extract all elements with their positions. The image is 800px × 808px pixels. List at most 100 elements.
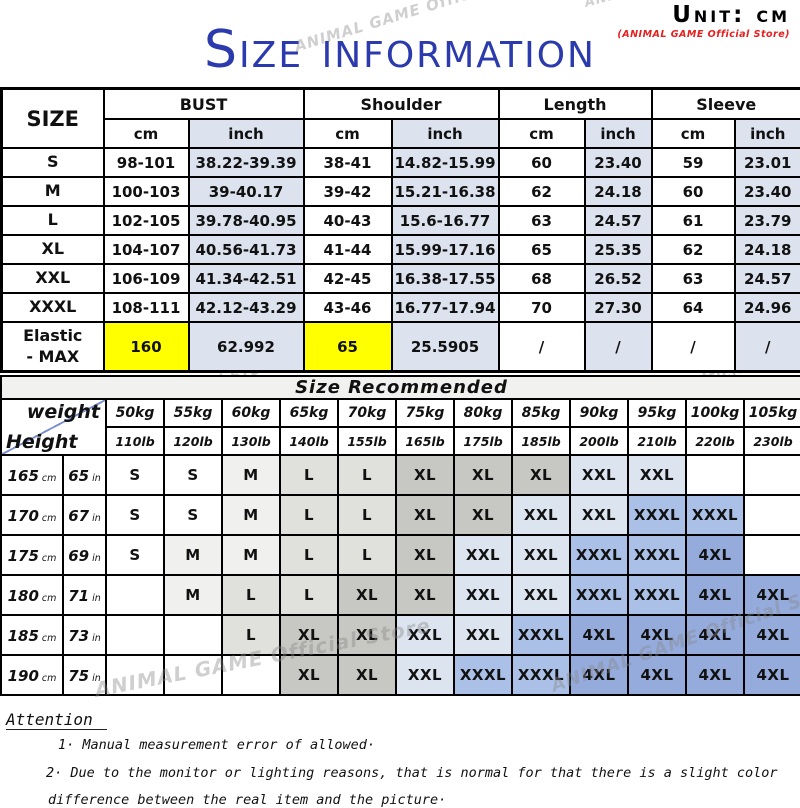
size-label: L: [2, 206, 104, 235]
measurement-cell: 62: [499, 177, 585, 206]
measurement-cell: 43-46: [304, 293, 392, 322]
unit-inch-header: inch: [585, 119, 652, 148]
recommended-size-cell: 4XL: [686, 535, 744, 575]
height-unit: cm: [42, 593, 56, 604]
recommended-size-cell: [744, 455, 800, 495]
measurement-cell: 38-41: [304, 148, 392, 177]
measurement-cell: 27.30: [585, 293, 652, 322]
measurement-cell: 15.99-17.16: [392, 235, 499, 264]
attention-note-2-line-2: difference between the real item and the…: [48, 792, 794, 808]
height-value: 170: [8, 507, 39, 525]
weight-lb-header: 210lb: [628, 427, 686, 455]
measurement-cell: 24.57: [585, 206, 652, 235]
weight-lb-header: 175lb: [454, 427, 512, 455]
recommended-size-cell: 4XL: [744, 655, 800, 695]
recommend-title: Size Recommended: [1, 376, 800, 399]
measurement-cell: 61: [652, 206, 735, 235]
recommended-size-cell: 4XL: [686, 655, 744, 695]
measurement-cell: 68: [499, 264, 585, 293]
weight-kg-header: 75kg: [396, 399, 454, 427]
recommended-size-cell: L: [222, 575, 280, 615]
recommended-size-cell: S: [164, 495, 222, 535]
unit-label: Unit: cm: [617, 2, 790, 28]
weight-lb-header: 110lb: [106, 427, 164, 455]
size-label: XXXL: [2, 293, 104, 322]
height-unit: cm: [42, 673, 56, 684]
recommended-size-cell: XXL: [396, 655, 454, 695]
recommended-size-cell: S: [106, 535, 164, 575]
measurement-cell: 15.21-16.38: [392, 177, 499, 206]
weight-kg-header: 60kg: [222, 399, 280, 427]
recommended-size-cell: L: [280, 535, 338, 575]
recommended-size-cell: L: [280, 455, 338, 495]
weight-kg-header: 50kg: [106, 399, 164, 427]
height-value: 65: [68, 467, 89, 485]
recommended-size-cell: L: [338, 535, 396, 575]
recommended-size-cell: XL: [396, 495, 454, 535]
height-axis-label: Height: [6, 431, 78, 453]
unit-header-row: cm inch cm inch cm inch cm inch: [2, 119, 800, 148]
weight-kg-header: 80kg: [454, 399, 512, 427]
measurement-cell: 100-103: [104, 177, 189, 206]
measurement-cell: 41-44: [304, 235, 392, 264]
length-header: Length: [499, 89, 652, 120]
unit-block: Unit: cm (ANIMAL GAME Official Store): [617, 2, 790, 40]
sleeve-header: Sleeve: [652, 89, 800, 120]
recommended-size-cell: XXL: [570, 495, 628, 535]
recommended-size-cell: M: [164, 575, 222, 615]
height-unit: in: [92, 473, 101, 484]
recommend-banner-row: Size Recommended: [1, 376, 800, 399]
measurement-cell: 16.38-17.55: [392, 264, 499, 293]
recommended-size-cell: XXXL: [628, 535, 686, 575]
measurement-cell: 62: [652, 235, 735, 264]
recommended-size-cell: S: [164, 455, 222, 495]
measurement-cell: 65: [304, 322, 392, 372]
recommended-size-cell: [744, 535, 800, 575]
weight-lb-header: 200lb: [570, 427, 628, 455]
unit-inch-header: inch: [735, 119, 800, 148]
measurement-cell: 41.34-42.51: [189, 264, 304, 293]
unit-inch-header: inch: [189, 119, 304, 148]
size-label: XL: [2, 235, 104, 264]
height-value: 175: [8, 547, 39, 565]
weight-kg-header: 85kg: [512, 399, 570, 427]
measurement-cell: 42.12-43.29: [189, 293, 304, 322]
recommended-size-cell: L: [338, 495, 396, 535]
recommended-size-cell: L: [338, 455, 396, 495]
measurement-cell: 98-101: [104, 148, 189, 177]
recommended-size-cell: XXL: [454, 535, 512, 575]
weight-lb-header: 220lb: [686, 427, 744, 455]
size-measurement-table: SIZE BUST Shoulder Length Sleeve cm inch…: [0, 87, 800, 373]
measurement-cell: 65: [499, 235, 585, 264]
height-unit: in: [92, 553, 101, 564]
height-unit: in: [92, 633, 101, 644]
unit-cm-header: cm: [652, 119, 735, 148]
weight-lb-header: 130lb: [222, 427, 280, 455]
height-unit: cm: [42, 633, 56, 644]
unit-inch-header: inch: [392, 119, 499, 148]
measurement-cell: 15.6-16.77: [392, 206, 499, 235]
height-unit: cm: [42, 513, 56, 524]
measurement-cell: 16.77-17.94: [392, 293, 499, 322]
weight-lb-header: 155lb: [338, 427, 396, 455]
measurement-cell: 70: [499, 293, 585, 322]
bust-header: BUST: [104, 89, 304, 120]
recommended-size-cell: S: [106, 455, 164, 495]
recommended-size-cell: 4XL: [686, 575, 744, 615]
weight-kg-header: 90kg: [570, 399, 628, 427]
size-column-header: SIZE: [2, 89, 104, 149]
